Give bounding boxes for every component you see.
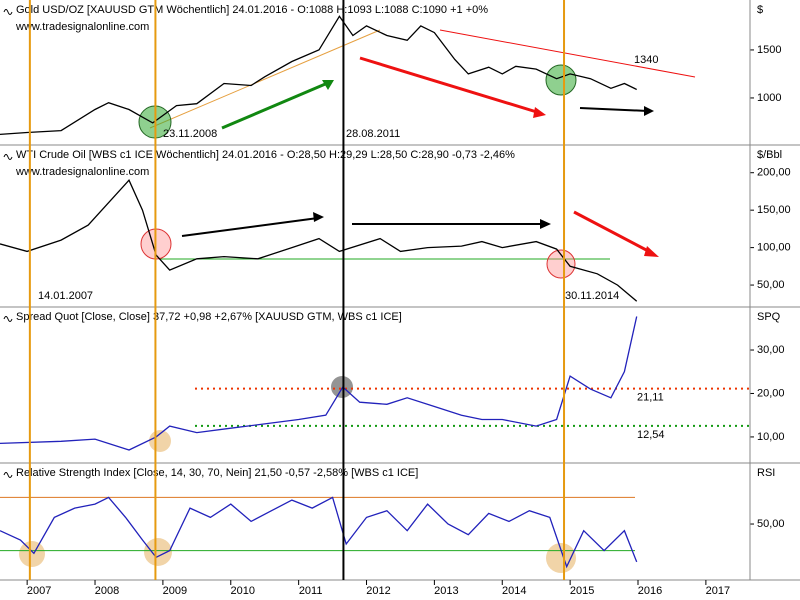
x-tick-label: 2010	[231, 585, 255, 597]
y-tick-label: 1000	[757, 92, 781, 104]
arrow-head	[540, 219, 551, 229]
panel-title: Relative Strength Index [Close, 14, 30, …	[16, 467, 418, 479]
panel-icon	[3, 9, 13, 15]
highlight	[331, 376, 353, 398]
trendline	[439, 29, 696, 78]
date-marker-label: 28.08.2011	[346, 128, 400, 140]
data-line	[0, 179, 638, 302]
arrow-head	[322, 80, 334, 90]
y-tick-label: 200,00	[757, 167, 791, 179]
highlight	[545, 64, 577, 96]
highlight	[19, 541, 45, 567]
arrow	[221, 80, 331, 130]
panel-title: Gold USD/OZ [XAUUSD GTM Wöchentlich] 24.…	[16, 4, 488, 16]
panel-title: WTI Crude Oil [WBS c1 ICE Wöchentlich] 2…	[16, 149, 515, 161]
data-line	[0, 316, 638, 451]
y-axis-label: RSI	[757, 467, 775, 479]
arrow-head	[313, 212, 324, 222]
y-tick-label: 1500	[757, 44, 781, 56]
annotation: 1340	[634, 54, 658, 66]
level-label: 21,11	[637, 392, 664, 404]
x-tick-label: 2014	[502, 585, 526, 597]
panel-icon	[3, 316, 13, 322]
arrow	[579, 107, 649, 112]
x-tick-label: 2012	[366, 585, 390, 597]
date-marker-label: 30.11.2014	[565, 290, 619, 302]
x-tick-label: 2017	[706, 585, 730, 597]
date-marker-label: 14.01.2007	[38, 290, 93, 302]
arrow-head	[533, 107, 546, 118]
panel-title: Spread Quot [Close, Close] 37,72 +0,98 +…	[16, 311, 402, 323]
highlight	[546, 543, 576, 573]
y-tick-label: 30,00	[757, 344, 785, 356]
y-axis-label: SPQ	[757, 311, 781, 323]
arrow	[359, 56, 541, 115]
level-label: 12,54	[637, 429, 665, 441]
y-axis-label: $	[757, 4, 763, 16]
panel-subtitle: www.tradesignalonline.com	[15, 166, 149, 178]
y-tick-label: 150,00	[757, 204, 791, 216]
arrow-head	[644, 246, 659, 257]
y-tick-label: 50,00	[757, 518, 785, 530]
x-tick-label: 2008	[95, 585, 119, 597]
highlight	[144, 538, 172, 566]
x-tick-label: 2011	[299, 585, 323, 597]
arrow-head	[644, 106, 654, 116]
arrow	[573, 210, 653, 255]
data-line	[0, 15, 637, 136]
highlight	[546, 249, 576, 279]
x-tick-label: 2009	[163, 585, 187, 597]
date-marker-label: 23.11.2008	[163, 128, 217, 140]
panel-icon	[3, 154, 13, 160]
y-tick-label: 20,00	[757, 387, 785, 399]
data-line	[0, 496, 638, 569]
panel-icon	[3, 472, 13, 478]
y-axis-label: $/Bbl	[757, 149, 782, 161]
x-tick-label: 2015	[570, 585, 594, 597]
x-tick-label: 2007	[27, 585, 51, 597]
x-tick-label: 2013	[434, 585, 458, 597]
y-tick-label: 100,00	[757, 242, 791, 254]
panel-subtitle: www.tradesignalonline.com	[15, 21, 149, 33]
x-tick-label: 2016	[638, 585, 662, 597]
trendline	[149, 29, 381, 129]
y-tick-label: 10,00	[757, 431, 785, 443]
y-tick-label: 50,00	[757, 279, 785, 291]
arrow	[181, 217, 319, 237]
